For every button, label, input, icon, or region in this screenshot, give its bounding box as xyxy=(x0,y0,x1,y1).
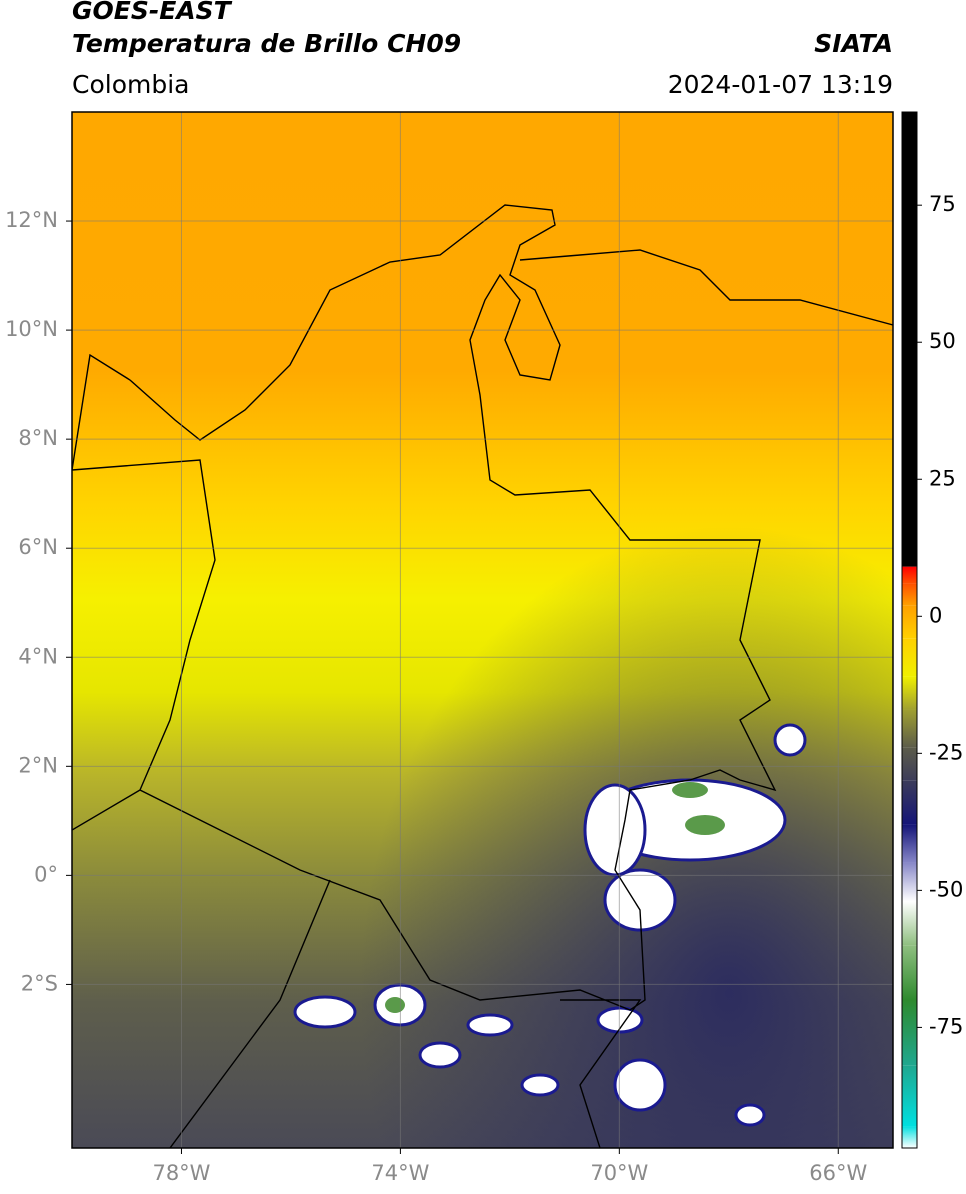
colorbar-segment xyxy=(902,566,917,584)
x-tick-label: 66°W xyxy=(809,1161,867,1185)
colorbar-segment xyxy=(902,605,917,639)
colorbar-tick-label: -25 xyxy=(929,740,963,764)
colorbar-tick-label: -50 xyxy=(929,877,963,901)
y-tick-label: 12°N xyxy=(5,208,58,232)
y-tick-label: 8°N xyxy=(18,426,58,450)
y-tick-label: 4°N xyxy=(18,644,58,668)
colorbar-segment xyxy=(902,901,917,946)
map-frame xyxy=(71,111,894,1149)
colorbar-tick-label: 25 xyxy=(929,466,956,490)
colorbar-segment xyxy=(902,583,917,606)
colorbar-tick-label: -75 xyxy=(929,1014,963,1038)
colorbar-tick-label: 50 xyxy=(929,329,956,353)
colorbar-segment xyxy=(902,824,917,863)
colorbar-segment xyxy=(902,1065,917,1127)
datetime: 2024-01-07 13:19 xyxy=(668,70,893,99)
colorbar-segment xyxy=(902,638,917,677)
product: Temperatura de Brillo CH09 xyxy=(72,29,461,58)
colorbar-segment xyxy=(902,112,917,567)
colorbar-segment xyxy=(902,709,917,748)
x-tick-label: 70°W xyxy=(590,1161,648,1185)
y-tick-label: 0° xyxy=(34,862,58,886)
colorbar-segment xyxy=(902,1000,917,1066)
y-tick-label: 2°N xyxy=(18,753,58,777)
y-tick-label: 2°S xyxy=(21,971,58,995)
colorbar-segment xyxy=(902,780,917,825)
colorbar-segment xyxy=(902,862,917,902)
colorbar-frame xyxy=(901,111,918,1149)
region: Colombia xyxy=(72,70,189,99)
source: SIATA xyxy=(814,29,893,58)
satellite-image xyxy=(72,112,893,1148)
colorbar-segment xyxy=(902,566,917,567)
x-tick-label: 74°W xyxy=(371,1161,429,1185)
y-tick-label: 6°N xyxy=(18,535,58,559)
y-tick-label: 10°N xyxy=(5,317,58,341)
colorbar-tick-label: 0 xyxy=(929,603,942,627)
colorbar-segment xyxy=(902,747,917,781)
colorbar-segment xyxy=(902,1126,917,1148)
colorbar-segment xyxy=(902,676,917,710)
colorbar-tick-label: 75 xyxy=(929,192,956,216)
x-tick-label: 78°W xyxy=(152,1161,210,1185)
colorbar-segment xyxy=(902,945,917,1000)
satellite: GOES-EAST xyxy=(72,0,233,25)
